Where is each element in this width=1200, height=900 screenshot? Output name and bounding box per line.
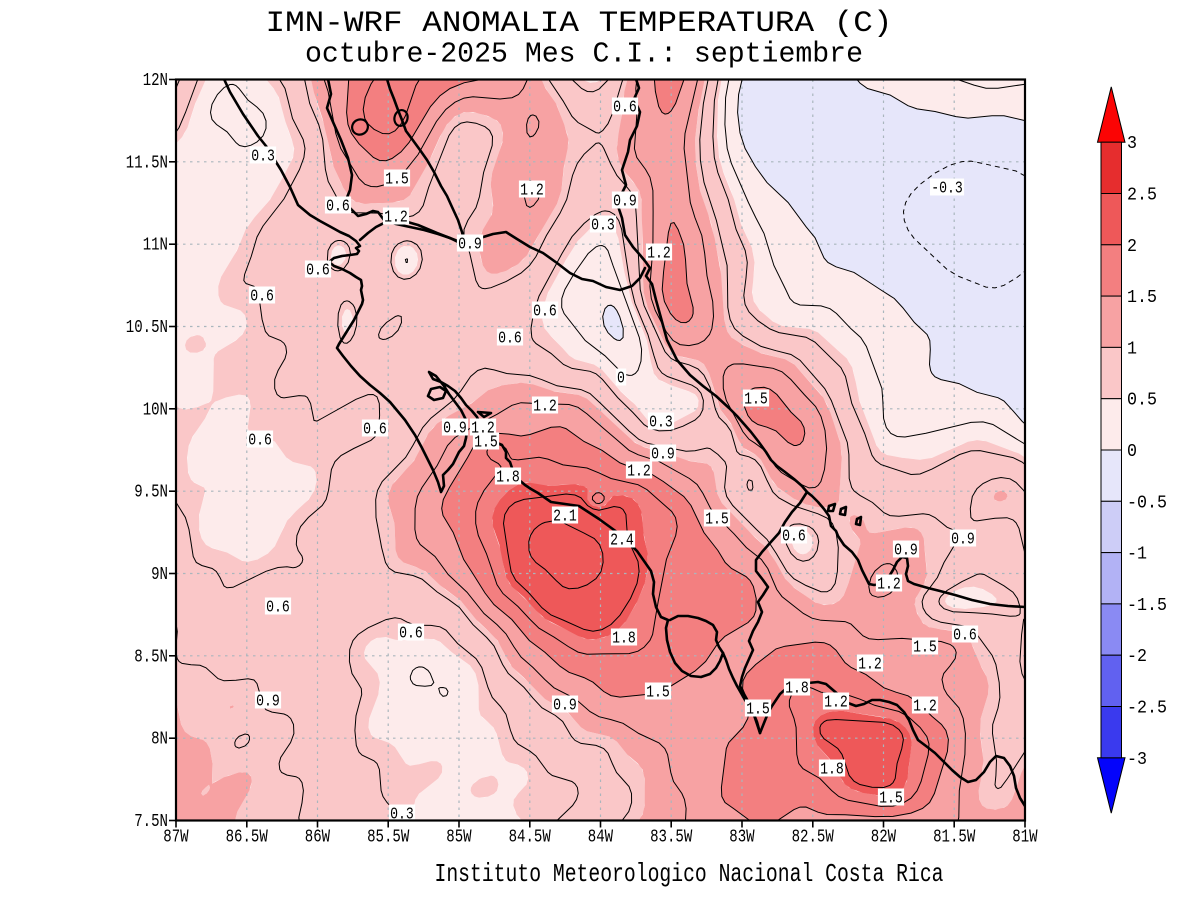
svg-text:0: 0 xyxy=(617,370,625,389)
svg-text:1.5: 1.5 xyxy=(746,701,770,720)
svg-text:0.6: 0.6 xyxy=(250,288,274,307)
svg-text:1.2: 1.2 xyxy=(824,694,848,713)
svg-text:-3: -3 xyxy=(1127,750,1147,770)
svg-text:1.8: 1.8 xyxy=(820,761,844,780)
svg-text:0.9: 0.9 xyxy=(256,693,280,712)
svg-text:81W: 81W xyxy=(1012,827,1038,848)
svg-text:0.9: 0.9 xyxy=(951,531,975,550)
svg-text:86.5W: 86.5W xyxy=(226,827,269,848)
svg-text:0.6: 0.6 xyxy=(782,528,806,547)
svg-text:1.2: 1.2 xyxy=(533,398,557,417)
svg-text:7.5N: 7.5N xyxy=(134,811,168,832)
svg-text:0.6: 0.6 xyxy=(363,421,387,440)
svg-text:Instituto Meteorologico Nacion: Instituto Meteorologico Nacional Costa R… xyxy=(435,859,944,889)
svg-text:0.6: 0.6 xyxy=(533,303,557,322)
svg-text:1.8: 1.8 xyxy=(496,469,520,488)
svg-text:0.6: 0.6 xyxy=(953,627,977,646)
svg-text:84W: 84W xyxy=(588,827,614,848)
svg-text:-2.5: -2.5 xyxy=(1127,699,1167,719)
svg-text:1.2: 1.2 xyxy=(877,576,901,595)
svg-text:87W: 87W xyxy=(163,827,189,848)
svg-text:1.2: 1.2 xyxy=(627,463,651,482)
svg-text:0.3: 0.3 xyxy=(649,414,673,433)
svg-text:-1: -1 xyxy=(1127,545,1147,565)
svg-text:85.5W: 85.5W xyxy=(367,827,410,848)
svg-text:10.5N: 10.5N xyxy=(126,317,168,338)
svg-text:1.8: 1.8 xyxy=(785,680,809,699)
svg-text:0.9: 0.9 xyxy=(443,420,467,439)
svg-text:0.9: 0.9 xyxy=(651,446,675,465)
svg-text:0.3: 0.3 xyxy=(591,217,615,236)
svg-text:1.5: 1.5 xyxy=(744,391,768,410)
svg-text:83W: 83W xyxy=(729,827,755,848)
svg-text:11N: 11N xyxy=(143,235,168,256)
svg-text:1.5: 1.5 xyxy=(705,511,729,530)
svg-text:9.5N: 9.5N xyxy=(134,482,168,503)
svg-text:0.3: 0.3 xyxy=(390,806,414,825)
svg-text:1.2: 1.2 xyxy=(384,209,408,228)
svg-text:0.6: 0.6 xyxy=(498,330,522,349)
svg-text:0.9: 0.9 xyxy=(458,236,482,255)
svg-text:2.1: 2.1 xyxy=(553,508,577,527)
svg-text:0.9: 0.9 xyxy=(613,193,637,212)
svg-text:1: 1 xyxy=(1127,339,1137,359)
svg-text:85W: 85W xyxy=(446,827,472,848)
svg-text:2: 2 xyxy=(1127,237,1137,257)
svg-text:-2: -2 xyxy=(1127,647,1147,667)
svg-text:0.6: 0.6 xyxy=(399,625,423,644)
svg-text:0.9: 0.9 xyxy=(553,697,577,716)
svg-text:84.5W: 84.5W xyxy=(509,827,552,848)
svg-text:1.5: 1.5 xyxy=(474,434,498,453)
svg-text:1.2: 1.2 xyxy=(647,245,671,264)
svg-text:2.5: 2.5 xyxy=(1127,186,1157,206)
svg-text:0.9: 0.9 xyxy=(894,542,918,561)
svg-text:1.5: 1.5 xyxy=(913,639,937,658)
svg-text:83.5W: 83.5W xyxy=(650,827,693,848)
svg-text:0.6: 0.6 xyxy=(613,99,637,118)
svg-text:0.3: 0.3 xyxy=(251,148,275,167)
svg-text:81.5W: 81.5W xyxy=(933,827,976,848)
svg-text:1.2: 1.2 xyxy=(858,656,882,675)
svg-text:0.5: 0.5 xyxy=(1127,391,1157,411)
svg-text:1.2: 1.2 xyxy=(520,182,544,201)
svg-text:3: 3 xyxy=(1127,134,1137,154)
svg-text:82W: 82W xyxy=(871,827,897,848)
svg-text:8N: 8N xyxy=(151,729,168,750)
svg-text:12N: 12N xyxy=(143,70,168,91)
svg-text:82.5W: 82.5W xyxy=(792,827,835,848)
svg-text:9N: 9N xyxy=(151,564,168,585)
svg-text:0.6: 0.6 xyxy=(326,198,350,217)
svg-text:1.5: 1.5 xyxy=(385,171,409,190)
svg-text:1.2: 1.2 xyxy=(913,698,937,717)
svg-text:-0.3: -0.3 xyxy=(931,180,963,199)
svg-text:2.4: 2.4 xyxy=(610,532,634,551)
svg-text:11.5N: 11.5N xyxy=(126,152,168,173)
svg-text:0: 0 xyxy=(1127,442,1137,462)
svg-text:0.6: 0.6 xyxy=(266,599,290,618)
svg-text:1.5: 1.5 xyxy=(646,684,670,703)
svg-text:8.5N: 8.5N xyxy=(134,646,168,667)
svg-text:1.5: 1.5 xyxy=(879,790,903,809)
svg-text:IMN-WRF ANOMALIA TEMPERATURA: IMN-WRF ANOMALIA TEMPERATURA (C) xyxy=(266,6,893,40)
svg-text:1.5: 1.5 xyxy=(1127,288,1157,308)
svg-text:0.6: 0.6 xyxy=(306,262,330,281)
svg-text:-1.5: -1.5 xyxy=(1127,596,1167,616)
svg-text:1.8: 1.8 xyxy=(612,630,636,649)
svg-text:octubre-2025 Mes C.I.: septiem: octubre-2025 Mes C.I.: septiembre xyxy=(305,38,863,71)
svg-text:0.6: 0.6 xyxy=(248,432,272,451)
svg-text:-0.5: -0.5 xyxy=(1127,493,1167,513)
svg-text:86W: 86W xyxy=(305,827,331,848)
svg-text:10N: 10N xyxy=(143,399,168,420)
